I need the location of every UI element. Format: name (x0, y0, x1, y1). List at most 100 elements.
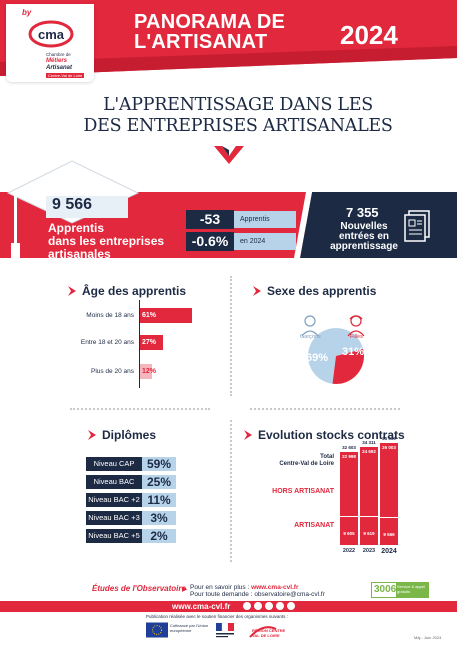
garcons-label: Garçons (300, 334, 321, 340)
evolution-year: 2023 (362, 548, 376, 554)
evolution-bar-hors (360, 447, 378, 516)
new-entries-label-line1: Nouvelles (340, 221, 388, 232)
girl-icon (347, 315, 365, 337)
logo-by-text: by (22, 8, 32, 17)
cma-logo: by cma Chambre de Métiers Artisanat Cent… (6, 4, 94, 82)
evolution-year: 2024 (381, 548, 397, 555)
evolution-total-value: 32 603 (342, 445, 356, 450)
evolution-bar-artisanat (340, 517, 358, 545)
main-title-line1: L'APPRENTISSAGE DANS LES (103, 95, 373, 115)
apprentis-label-line2: dans les entreprises (48, 234, 165, 248)
badge-text: Service & appel gratuits (396, 583, 428, 597)
diplomes-arrow-icon (88, 430, 96, 440)
main-title-line2: DES ENTREPRISES ARTISANALES (83, 116, 393, 136)
evolution-total-value: 34 311 (362, 440, 376, 445)
logo-region: Centre-Val de Loire (46, 73, 85, 78)
logo-line1: Chambre de (46, 52, 71, 57)
evolution-bar-artisanat (360, 517, 378, 545)
footer-studies: Études de l'Observatoire (92, 584, 186, 593)
region-logo-icon (249, 626, 277, 638)
sexe-arrow-icon (253, 286, 261, 296)
cma-logo-icon: cma (28, 20, 74, 48)
footer-site[interactable]: www.cma-cvl.fr (172, 602, 231, 611)
evolution-hors-value: 24 692 (362, 449, 376, 454)
evolution-hors-value: 22 998 (342, 454, 356, 459)
diplome-value: 11% (142, 493, 176, 507)
apprentis-label-line1: Apprentis (48, 221, 105, 235)
youtube-icon[interactable] (276, 602, 284, 610)
apprentis-count-box (46, 196, 128, 218)
logo-line3: Artisanat (46, 65, 73, 71)
filles-value: 31% (342, 346, 365, 358)
twitter-icon[interactable] (287, 602, 295, 610)
evolution-bar-hors (340, 452, 358, 516)
publication-text: Publication réalisée avec le soutien fin… (146, 614, 288, 619)
footer-arrow-icon: ▶ (182, 586, 188, 593)
pie-slice-filles (332, 349, 364, 384)
evolution-arrow-icon (244, 430, 252, 440)
delta-count-label: Apprentis (240, 216, 270, 223)
age-value: 12% (142, 368, 157, 375)
logo-line2: Métiers (46, 58, 68, 64)
age-title: Âge des apprentis (82, 284, 187, 298)
diplome-value: 2% (142, 529, 176, 543)
age-bar (140, 335, 163, 350)
evolution-total-value: 35 569 (382, 436, 396, 441)
badge-3006: 3006 Service & appel gratuits (371, 582, 429, 598)
diplome-label: Niveau BAC +3 (86, 511, 142, 525)
footer-demand[interactable]: Pour toute demande : observatoire@cma-cv… (190, 591, 325, 598)
diplome-label: Niveau CAP (86, 457, 142, 471)
header-title-line1: PANORAMA DE (134, 11, 286, 33)
header-background (0, 0, 457, 76)
age-value: 61% (142, 312, 157, 319)
divider-horizontal-left (70, 408, 210, 410)
evolution-year: 2022 (342, 548, 356, 554)
facebook-icon[interactable] (243, 602, 251, 610)
badge-number: 3006 (374, 584, 397, 595)
chevron-down-icon (214, 146, 244, 164)
header-title-line2: L'ARTISANAT (134, 31, 268, 53)
evolution-label-hors: HORS ARTISANAT (272, 488, 334, 495)
diplomes-title: Diplômes (102, 428, 157, 442)
apprentis-label: Apprentis dans les entreprises artisanal… (48, 222, 164, 261)
evolution-artisanat-value: 9 566 (383, 532, 395, 537)
age-label: Plus de 20 ans (90, 368, 134, 375)
diplome-value: 59% (142, 457, 176, 471)
boy-icon (301, 315, 319, 337)
evolution-label-total: Total Centre-Val de Loire (254, 454, 334, 467)
footer-more: Pour en savoir plus : www.cma-cvl.fr (190, 584, 299, 591)
linkedin-icon[interactable] (265, 602, 273, 610)
evolution-artisanat-value: 9 619 (363, 531, 375, 536)
evolution-hors-value: 26 003 (382, 445, 396, 450)
republique-logo-icon (216, 622, 234, 638)
footer-more-url[interactable]: www.cma-cvl.fr (251, 584, 299, 591)
region-text: RÉGION CENTRE VAL DE LOIRE (252, 628, 286, 638)
age-arrow-icon (68, 286, 76, 296)
header: by cma Chambre de Métiers Artisanat Cent… (0, 0, 457, 82)
evolution-label-artisanat: ARTISANAT (294, 522, 334, 529)
eu-text: Cofinancé par l'Union européenne (170, 623, 209, 633)
diplome-label: Niveau BAC +5 (86, 529, 142, 543)
instagram-icon[interactable] (254, 602, 262, 610)
evolution-bar-hors (380, 443, 398, 517)
garcons-value: 69% (306, 352, 329, 364)
date-reference: Màj - Juin 2024 (414, 635, 442, 640)
header-title: PANORAMA DE L'ARTISANAT (134, 12, 285, 52)
main-title: L'APPRENTISSAGE DANS LES DES ENTREPRISES… (48, 95, 428, 137)
new-entries-label-line3: apprentissage (330, 241, 398, 252)
diplome-value: 3% (142, 511, 176, 525)
apprentis-label-line3: artisanales (48, 247, 111, 261)
new-entries-label-line2: entrées en (338, 231, 390, 242)
delta-pct: -0.6% (186, 232, 234, 251)
evolution-label-total-line2: Centre-Val de Loire (279, 460, 334, 467)
filles-label: Filles (350, 334, 363, 340)
diplome-label: Niveau BAC (86, 475, 142, 489)
divider-horizontal-right (250, 408, 400, 410)
svg-text:cma: cma (38, 27, 65, 42)
evolution-artisanat-value: 9 605 (343, 531, 355, 536)
evolution-bar-artisanat (380, 518, 398, 545)
age-bar (140, 364, 152, 379)
apprentis-count: 9 566 (52, 196, 93, 213)
document-stack-icon (404, 210, 430, 242)
